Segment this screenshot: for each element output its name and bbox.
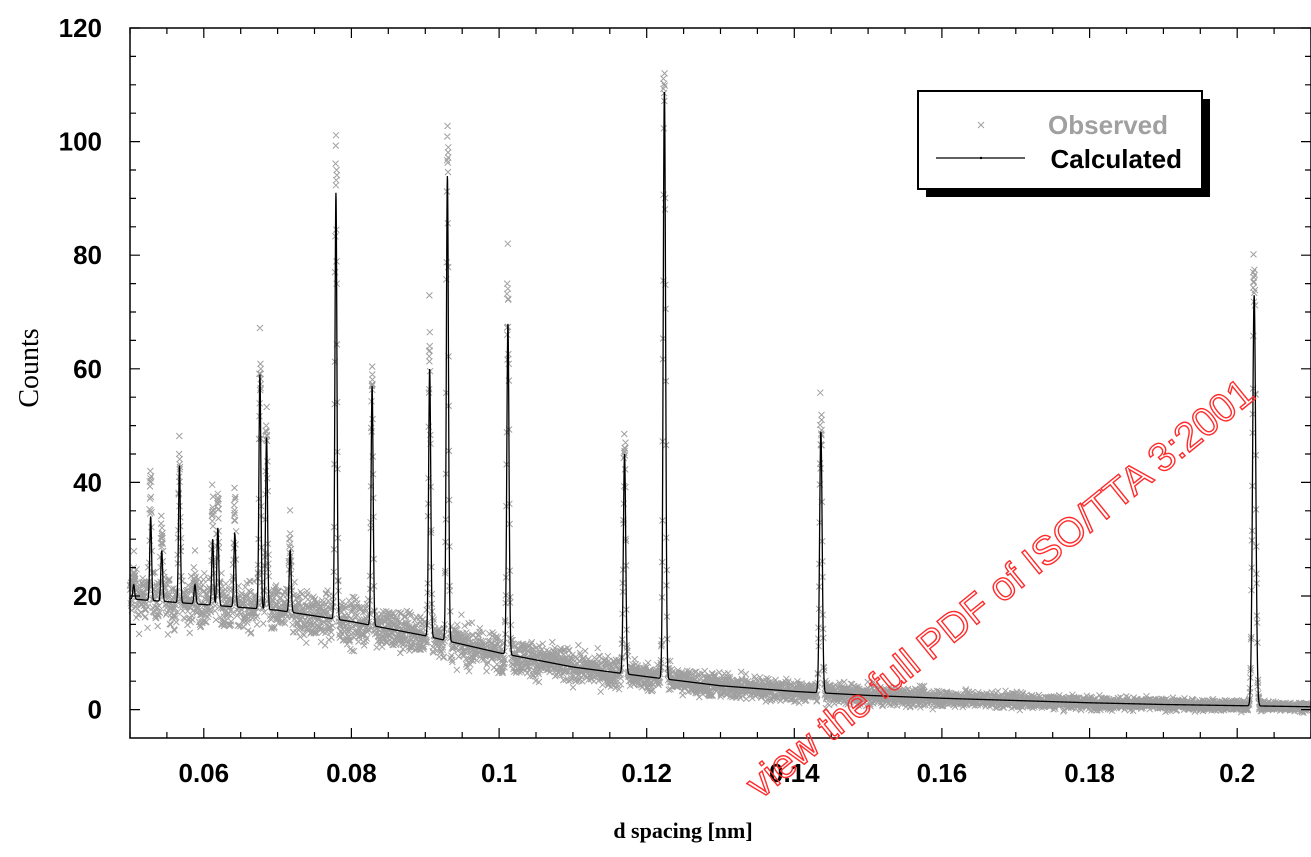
legend-observed-label: Observed bbox=[1048, 110, 1168, 140]
x-tick-label: 0.06 bbox=[179, 758, 230, 788]
x-axis-title: d spacing [nm] bbox=[613, 818, 752, 843]
y-tick-label: 100 bbox=[59, 127, 102, 157]
x-tick-label: 0.2 bbox=[1219, 758, 1255, 788]
x-tick-label: 0.1 bbox=[481, 758, 517, 788]
x-tick-label: 0.12 bbox=[621, 758, 672, 788]
calculated-line bbox=[129, 91, 1311, 708]
legend-calculated-label: Calculated bbox=[1051, 144, 1183, 174]
x-tick-labels: 0.06 0.08 0.1 0.12 0.14 0.16 0.18 0.2 bbox=[179, 758, 1256, 788]
axis-ticks bbox=[129, 27, 1311, 738]
y-tick-label: 120 bbox=[59, 13, 102, 43]
x-tick-label: 0.18 bbox=[1064, 758, 1115, 788]
y-tick-labels: 0 20 40 60 80 100 120 bbox=[59, 13, 102, 725]
y-tick-label: 80 bbox=[73, 240, 102, 270]
y-tick-label: 0 bbox=[88, 695, 102, 725]
x-tick-label: 0.16 bbox=[917, 758, 968, 788]
legend-box bbox=[917, 90, 1203, 190]
y-axis-title: Counts bbox=[14, 328, 45, 407]
y-tick-label: 60 bbox=[73, 354, 102, 384]
y-tick-label: 40 bbox=[73, 467, 102, 497]
legend-calculated-dot bbox=[979, 156, 983, 160]
y-tick-label: 20 bbox=[73, 581, 102, 611]
legend: Observed Calculated bbox=[917, 90, 1210, 197]
calculated-series bbox=[129, 91, 1311, 708]
legend-observed-marker bbox=[977, 121, 985, 129]
x-tick-label: 0.14 bbox=[769, 758, 820, 788]
x-tick-label: 0.08 bbox=[326, 758, 377, 788]
tick-marks bbox=[129, 27, 1311, 738]
